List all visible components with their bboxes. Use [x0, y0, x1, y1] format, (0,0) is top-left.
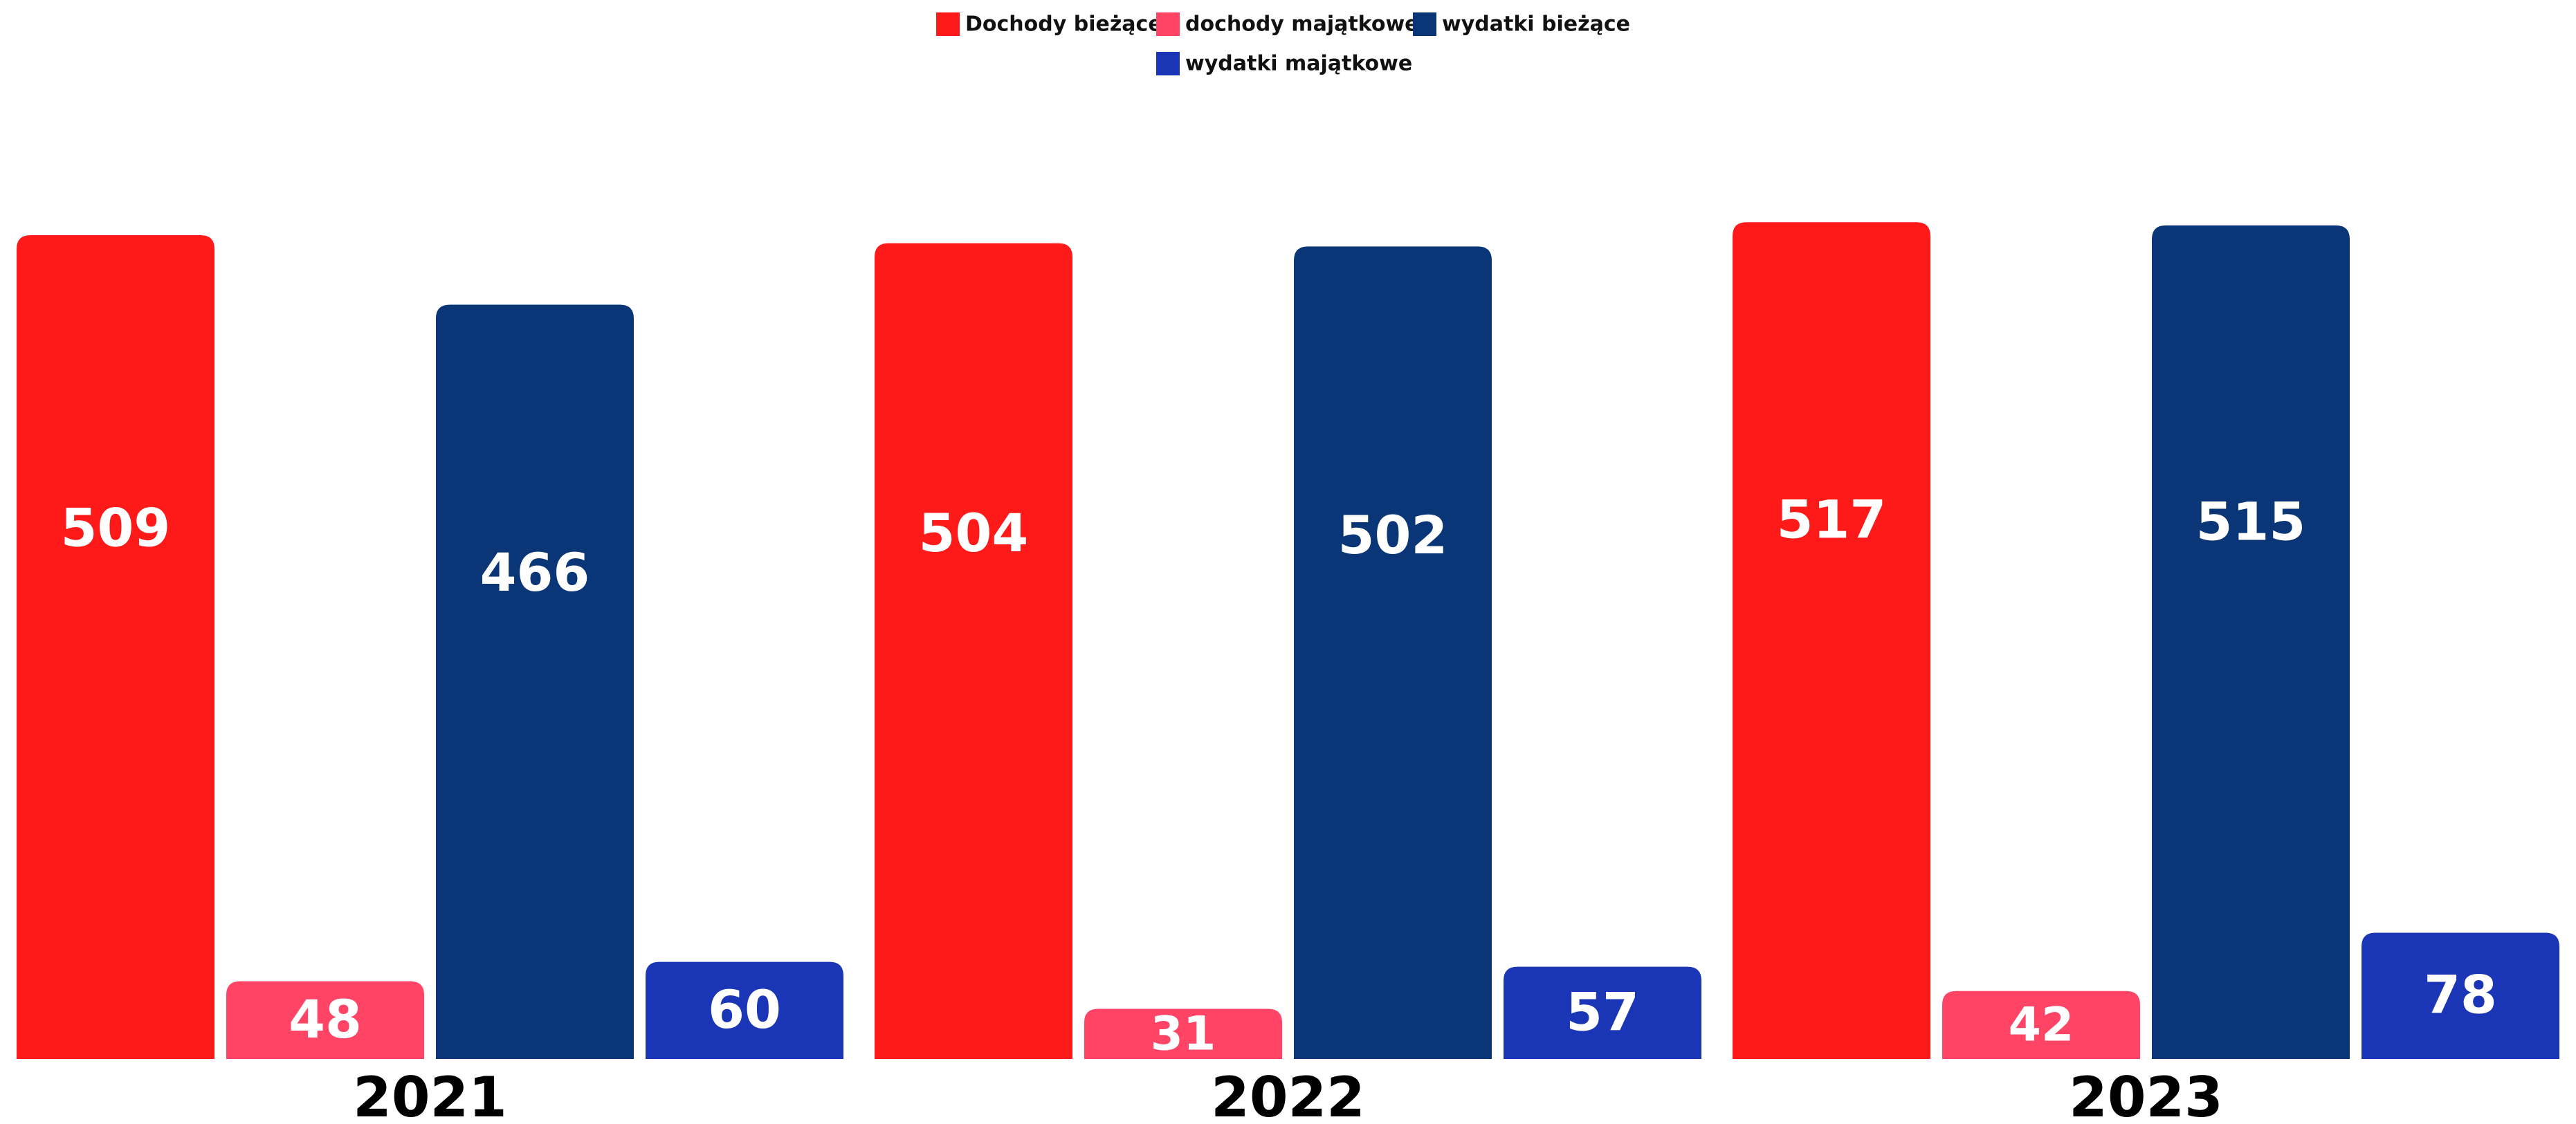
value-label: 42	[2009, 997, 2074, 1052]
legend-swatch	[1156, 12, 1180, 36]
bar	[646, 961, 843, 1059]
value-label: 515	[2196, 491, 2306, 553]
legend-label: dochody majątkowe	[1185, 12, 1419, 37]
x-tick-label: 2021	[353, 1065, 507, 1124]
bar	[1942, 991, 2140, 1059]
bar	[1084, 1008, 1282, 1059]
value-label: 31	[1151, 1006, 1216, 1061]
legend-label: Dochody bieżące	[965, 12, 1162, 37]
legend-swatch	[936, 12, 960, 36]
value-label: 57	[1566, 981, 1639, 1042]
value-label: 517	[1777, 489, 1887, 551]
value-label: 48	[289, 988, 362, 1050]
value-label: 78	[2424, 964, 2497, 1026]
bar	[17, 234, 214, 1060]
legend-swatch	[1156, 52, 1180, 75]
bar	[875, 243, 1072, 1059]
legend-label: wydatki bieżące	[1442, 12, 1630, 37]
value-label: 502	[1338, 504, 1448, 566]
bar	[1294, 246, 1492, 1059]
bar	[1504, 966, 1701, 1059]
bar	[2362, 932, 2559, 1059]
bar	[226, 981, 424, 1059]
legend-label: wydatki majątkowe	[1185, 52, 1412, 76]
x-tick-label: 2023	[2069, 1065, 2223, 1124]
value-label: 60	[708, 979, 781, 1040]
bar	[1733, 222, 1930, 1060]
value-label: 509	[61, 497, 171, 559]
legend-swatch	[1413, 12, 1436, 36]
x-tick-label: 2022	[1211, 1065, 1365, 1124]
bar	[436, 304, 634, 1059]
value-label: 504	[919, 502, 1029, 564]
bar	[2152, 225, 2350, 1059]
value-label: 466	[480, 542, 590, 603]
